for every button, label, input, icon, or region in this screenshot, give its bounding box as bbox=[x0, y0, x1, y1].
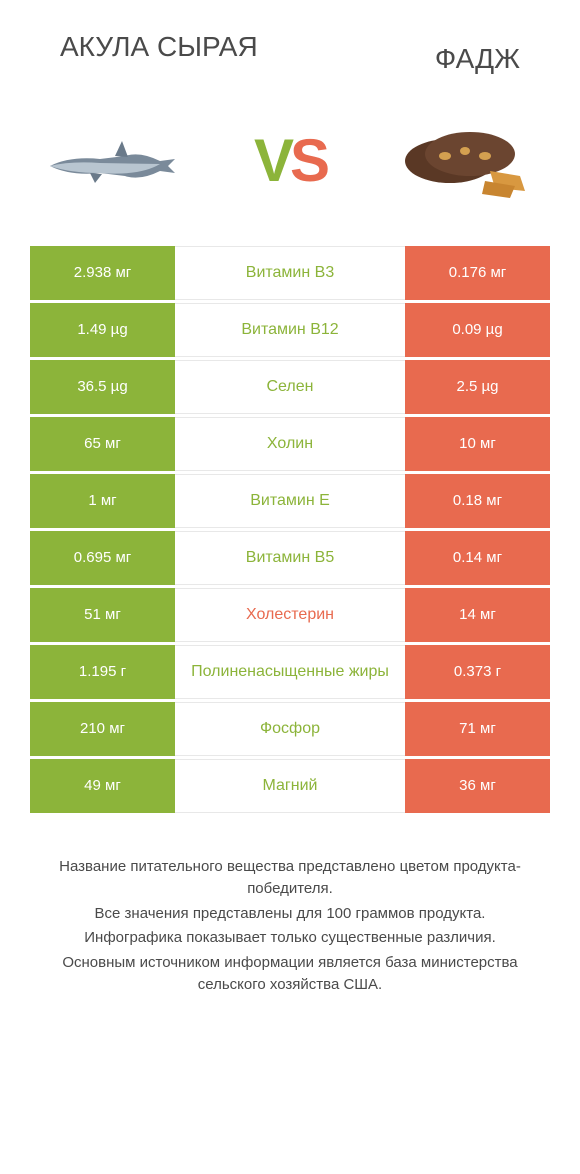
right-value: 36 мг bbox=[405, 759, 550, 813]
right-value: 0.373 г bbox=[405, 645, 550, 699]
shark-image bbox=[40, 116, 190, 206]
left-value: 65 мг bbox=[30, 417, 175, 471]
header: АКУЛА СЫРАЯ ФАДЖ bbox=[0, 0, 580, 96]
product-right-title: ФАДЖ bbox=[435, 30, 520, 76]
table-row: 1.195 г Полиненасыщенные жиры 0.373 г bbox=[30, 645, 550, 699]
left-value: 1.195 г bbox=[30, 645, 175, 699]
left-value: 2.938 мг bbox=[30, 246, 175, 300]
right-value: 2.5 µg bbox=[405, 360, 550, 414]
nutrient-name: Витамин E bbox=[175, 474, 405, 528]
footer-line: Все значения представлены для 100 граммо… bbox=[40, 903, 540, 926]
vs-v-letter: V bbox=[254, 127, 290, 194]
left-value: 1 мг bbox=[30, 474, 175, 528]
vs-label: VS bbox=[254, 126, 326, 195]
comparison-table: 2.938 мг Витамин B3 0.176 мг 1.49 µg Вит… bbox=[0, 246, 580, 813]
nutrient-name: Полиненасыщенные жиры bbox=[175, 645, 405, 699]
vs-row: VS bbox=[0, 96, 580, 246]
table-row: 1 мг Витамин E 0.18 мг bbox=[30, 474, 550, 528]
right-value: 10 мг bbox=[405, 417, 550, 471]
nutrient-name: Холин bbox=[175, 417, 405, 471]
table-row: 51 мг Холестерин 14 мг bbox=[30, 588, 550, 642]
nutrient-name: Витамин B5 bbox=[175, 531, 405, 585]
nutrient-name: Витамин B12 bbox=[175, 303, 405, 357]
nutrient-name: Витамин B3 bbox=[175, 246, 405, 300]
right-value: 0.14 мг bbox=[405, 531, 550, 585]
footer-line: Основным источником информации является … bbox=[40, 952, 540, 997]
right-value: 0.18 мг bbox=[405, 474, 550, 528]
left-value: 36.5 µg bbox=[30, 360, 175, 414]
left-value: 0.695 мг bbox=[30, 531, 175, 585]
right-value: 71 мг bbox=[405, 702, 550, 756]
nutrient-name: Холестерин bbox=[175, 588, 405, 642]
table-row: 49 мг Магний 36 мг bbox=[30, 759, 550, 813]
product-left-title: АКУЛА СЫРАЯ bbox=[60, 30, 258, 76]
left-value: 51 мг bbox=[30, 588, 175, 642]
footer-notes: Название питательного вещества представл… bbox=[0, 816, 580, 997]
nutrient-name: Селен bbox=[175, 360, 405, 414]
table-row: 65 мг Холин 10 мг bbox=[30, 417, 550, 471]
left-value: 49 мг bbox=[30, 759, 175, 813]
table-row: 210 мг Фосфор 71 мг bbox=[30, 702, 550, 756]
table-row: 36.5 µg Селен 2.5 µg bbox=[30, 360, 550, 414]
table-row: 2.938 мг Витамин B3 0.176 мг bbox=[30, 246, 550, 300]
vs-s-letter: S bbox=[290, 127, 326, 194]
right-value: 14 мг bbox=[405, 588, 550, 642]
left-value: 210 мг bbox=[30, 702, 175, 756]
footer-line: Инфографика показывает только существенн… bbox=[40, 927, 540, 950]
fudge-image bbox=[390, 116, 540, 206]
nutrient-name: Фосфор bbox=[175, 702, 405, 756]
table-row: 0.695 мг Витамин B5 0.14 мг bbox=[30, 531, 550, 585]
nutrient-name: Магний bbox=[175, 759, 405, 813]
left-value: 1.49 µg bbox=[30, 303, 175, 357]
right-value: 0.09 µg bbox=[405, 303, 550, 357]
footer-line: Название питательного вещества представл… bbox=[40, 856, 540, 901]
table-row: 1.49 µg Витамин B12 0.09 µg bbox=[30, 303, 550, 357]
right-value: 0.176 мг bbox=[405, 246, 550, 300]
